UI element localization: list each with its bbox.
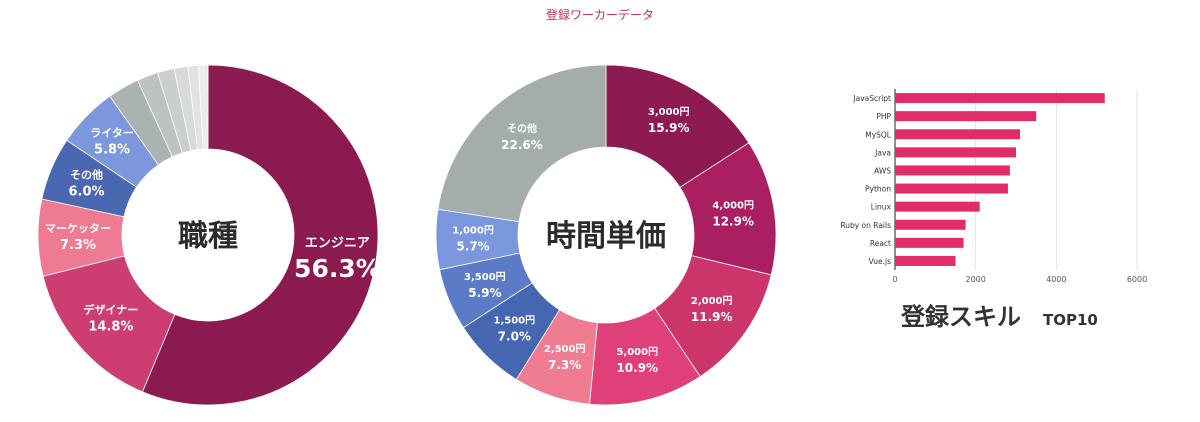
job-type-center-title: 職種 — [178, 219, 238, 254]
hourly-rate-slice-value-2: 11.9% — [691, 310, 733, 324]
bar-2 — [895, 129, 1021, 140]
bar-5 — [895, 183, 1008, 194]
job-type-slice-name-1: デザイナー — [84, 302, 139, 316]
hourly-rate-slice-value-6: 5.9% — [468, 286, 501, 300]
bar-category-label-7: Ruby on Rails — [840, 221, 891, 230]
bar-x-tick-2: 4000 — [1046, 275, 1066, 284]
bar-category-label-5: Python — [865, 185, 891, 194]
hourly-rate-slice-value-8: 22.6% — [501, 138, 543, 152]
hourly-rate-slice-name-1: 4,000円 — [712, 199, 754, 211]
bar-3 — [895, 147, 1016, 158]
bar-x-tick-1: 2000 — [965, 275, 985, 284]
hourly-rate-slice-8 — [437, 64, 607, 223]
job-type-slice-value-4: 5.8% — [94, 142, 130, 157]
hourly-rate-slice-name-2: 2,000円 — [691, 295, 733, 307]
hourly-rate-slice-value-4: 7.3% — [548, 358, 581, 372]
hourly-rate-donut-chart: 3,000円 15.9% 4,000円 12.9% 2,000円 11.9% 5,000円 1… — [435, 64, 777, 406]
hourly-rate-slice-name-4: 2,500円 — [544, 343, 586, 355]
job-type-slice-value-2: 7.3% — [60, 238, 96, 253]
page-title: 登録ワーカーデータ — [545, 8, 654, 22]
skills-bar-chart: 0 2000 4000 6000 JavaScript PHP MySQL Java AWS Py… — [840, 89, 1147, 331]
job-type-donut-chart: エンジニア 56.3% デザイナー 14.8% マーケッター 7.3% その他 6.0% ライタ… — [37, 64, 381, 406]
bar-category-label-8: React — [870, 239, 891, 248]
hourly-rate-slice-name-6: 3,500円 — [464, 271, 506, 283]
hourly-rate-slice-value-3: 10.9% — [616, 361, 658, 375]
job-type-slice-name-3: その他 — [70, 167, 103, 181]
hourly-rate-center-title: 時間単価 — [546, 219, 666, 254]
bar-1 — [895, 111, 1037, 122]
bar-7 — [895, 219, 966, 230]
bar-chart-subtitle: TOP10 — [1043, 311, 1098, 329]
hourly-rate-slice-name-0: 3,000円 — [648, 106, 690, 118]
hourly-rate-slice-name-8: その他 — [507, 122, 537, 135]
job-type-slice-name-2: マーケッター — [45, 222, 111, 235]
hourly-rate-slice-value-1: 12.9% — [712, 214, 754, 228]
bar-9 — [895, 255, 956, 266]
bar-0 — [895, 93, 1105, 104]
job-type-slice-10 — [197, 64, 209, 150]
hourly-rate-slice-value-7: 5.7% — [456, 240, 489, 254]
job-type-slice-value-0: 56.3% — [294, 254, 381, 283]
bar-x-tick-0: 0 — [892, 275, 897, 284]
bar-category-label-4: AWS — [874, 166, 891, 175]
hourly-rate-slice-value-0: 15.9% — [648, 121, 690, 135]
hourly-rate-slice-name-3: 5,000円 — [616, 346, 658, 358]
job-type-slice-value-3: 6.0% — [68, 184, 104, 199]
job-type-slice-name-0: エンジニア — [305, 236, 370, 251]
bar-category-label-9: Vue.js — [869, 257, 891, 266]
bar-category-label-1: PHP — [876, 112, 891, 121]
bar-chart-title: 登録スキル — [900, 303, 1021, 331]
bar-x-tick-3: 6000 — [1127, 275, 1147, 284]
bar-8 — [895, 237, 964, 248]
hourly-rate-slice-value-5: 7.0% — [498, 330, 531, 344]
bar-4 — [895, 165, 1010, 176]
bar-category-label-3: Java — [874, 148, 891, 157]
job-type-slice-name-4: ライター — [90, 126, 134, 139]
hourly-rate-slice-name-5: 1,500円 — [493, 315, 535, 327]
job-type-slice-0 — [141, 64, 379, 406]
bar-6 — [895, 201, 980, 212]
job-type-slice-value-1: 14.8% — [88, 319, 133, 334]
bar-category-label-2: MySQL — [865, 130, 892, 139]
bar-category-label-0: JavaScript — [852, 94, 891, 103]
hourly-rate-slice-name-7: 1,000円 — [452, 225, 494, 237]
bar-category-label-6: Linux — [871, 203, 892, 212]
